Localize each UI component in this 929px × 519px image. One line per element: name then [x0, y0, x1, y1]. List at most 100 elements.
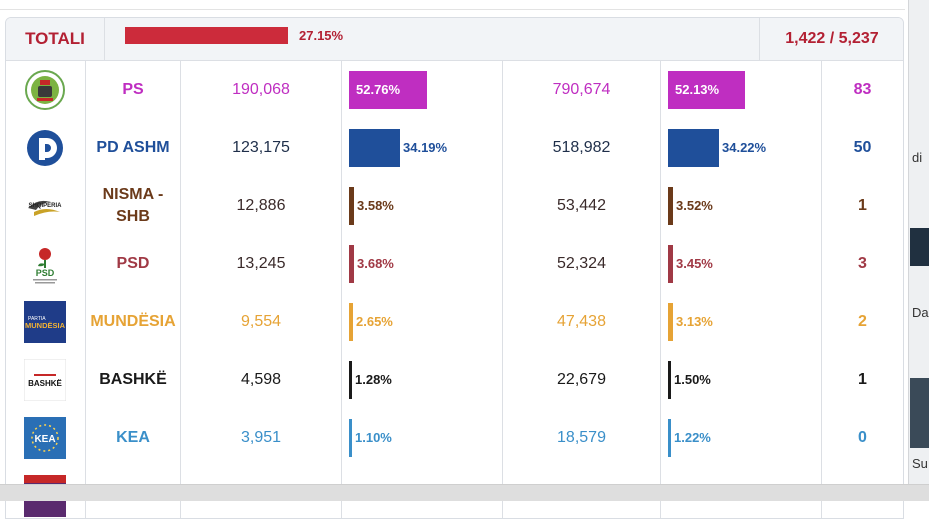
votes2-cell: 52,324 [503, 235, 661, 293]
totals-label: TOTALI [6, 18, 105, 60]
percent-label-2: 1.50% [674, 372, 711, 387]
party-name: NISMA - SHB [102, 186, 164, 225]
name-cell: PSD [86, 235, 181, 293]
percent2-cell: 3.52% [661, 177, 822, 235]
percent2-cell: 52.13% [661, 61, 822, 119]
party-row[interactable]: PSD PSD 13,245 3.68% 52,324 3.45% 3 [6, 235, 903, 294]
percent-cell: 2.65% [342, 293, 503, 351]
percent-bar-2 [668, 71, 745, 109]
percent-label: 1.10% [355, 430, 392, 445]
votes-cell: 3,951 [181, 409, 342, 467]
percent2-cell: 3.13% [661, 293, 822, 351]
logo-cell [6, 61, 86, 119]
seats-cell: 50 [822, 119, 903, 177]
percent-label: 34.19% [403, 140, 448, 155]
party-votes-2: 518,982 [552, 139, 611, 156]
party-name: BASHKË [99, 371, 167, 388]
votes-cell: 9,554 [181, 293, 342, 351]
percent-cell: 3.68% [342, 235, 503, 293]
top-divider [0, 9, 905, 10]
percent-label-2: 3.13% [676, 314, 713, 329]
party-row[interactable]: PS 190,068 52.76% 790,674 52.13% 83 [6, 61, 903, 120]
totals-percent: 27.15% [299, 28, 344, 43]
percent2-cell: 34.22% [661, 119, 822, 177]
logo-cell [6, 119, 86, 177]
party-row[interactable]: PARTIA MUNDËSIA MUNDËSIA 9,554 2.65% 47,… [6, 293, 903, 352]
percent-label: 3.58% [357, 198, 394, 213]
party-seats: 2 [858, 313, 867, 330]
party-votes: 190,068 [232, 81, 290, 98]
logo-cell: BASHKË [6, 351, 86, 409]
name-cell: NISMA - SHB [86, 177, 181, 235]
party-row[interactable]: SHQIPËRIA NISMA - SHB 12,886 3.58% 53,44… [6, 177, 903, 236]
percent-label: 52.76% [356, 82, 401, 97]
party-votes-2: 790,674 [552, 81, 611, 98]
votes2-cell: 22,679 [503, 351, 661, 409]
percent-cell: 52.76% [342, 61, 503, 119]
votes2-cell: 18,579 [503, 409, 661, 467]
background-page-strip[interactable]: di Da Su [908, 0, 929, 500]
logo-cell: SHQIPËRIA [6, 177, 86, 235]
party-seats: 1 [858, 197, 867, 214]
name-cell: KEA [86, 409, 181, 467]
votes2-cell: 518,982 [503, 119, 661, 177]
percent-label: 2.65% [356, 314, 393, 329]
party-name: MUNDËSIA [90, 313, 176, 330]
party-row[interactable]: BASHKË BASHKË 4,598 1.28% 22,679 1.50% 1 [6, 351, 903, 410]
party-seats: 0 [858, 429, 867, 446]
party-votes-2: 47,438 [557, 313, 606, 330]
percent-cell: 3.58% [342, 177, 503, 235]
party-votes-2: 18,579 [557, 429, 606, 446]
svg-text:PARTIA: PARTIA [28, 316, 46, 322]
percent-bar-2 [668, 303, 673, 341]
percent-cell: 1.28% [342, 351, 503, 409]
percent2-cell: 1.22% [661, 409, 822, 467]
seats-cell: 2 [822, 293, 903, 351]
party-seats: 1 [858, 371, 867, 388]
percent-label-2: 3.52% [676, 198, 713, 213]
seats-cell: 0 [822, 409, 903, 467]
ps-logo-icon [24, 69, 66, 111]
logo-cell: PSD [6, 235, 86, 293]
votes-cell: 13,245 [181, 235, 342, 293]
votes2-cell: 47,438 [503, 293, 661, 351]
percent-label-2: 34.22% [722, 140, 767, 155]
votes2-cell: 53,442 [503, 177, 661, 235]
votes-cell: 12,886 [181, 177, 342, 235]
party-row[interactable]: KEA KEA 3,951 1.10% 18,579 1.22% 0 [6, 409, 903, 468]
party-votes: 4,598 [240, 371, 282, 388]
totals-progress-bar [125, 27, 288, 44]
votes2-cell: 790,674 [503, 61, 661, 119]
percent-bar-2 [668, 129, 719, 167]
strip-text: Su [912, 456, 928, 471]
percent2-cell: 1.50% [661, 351, 822, 409]
percent-label-2: 3.45% [676, 256, 713, 271]
percent2-cell: 3.45% [661, 235, 822, 293]
seats-cell: 1 [822, 177, 903, 235]
psd-logo-icon: PSD [24, 243, 66, 285]
party-name: PD ASHM [96, 139, 170, 156]
percent-label-2: 52.13% [675, 82, 720, 97]
mundesia-logo-icon: PARTIA MUNDËSIA [24, 301, 66, 343]
party-seats: 50 [853, 139, 872, 156]
svg-text:KEA: KEA [34, 434, 55, 445]
party-name: PS [122, 81, 144, 98]
name-cell: MUNDËSIA [86, 293, 181, 351]
percent-bar-2 [668, 419, 671, 457]
percent-bar-2 [668, 245, 673, 283]
percent-bar-2 [668, 187, 673, 225]
logo-cell: KEA [6, 409, 86, 467]
pd-logo-icon [24, 127, 66, 169]
percent-bar [349, 303, 353, 341]
seats-cell: 3 [822, 235, 903, 293]
window-bottom-edge [0, 484, 929, 501]
name-cell: PD ASHM [86, 119, 181, 177]
bashke-logo-icon: BASHKË [24, 359, 66, 401]
votes-cell: 4,598 [181, 351, 342, 409]
party-row[interactable]: PD ASHM 123,175 34.19% 518,982 34.22% 50 [6, 119, 903, 178]
party-name: PSD [116, 255, 150, 272]
party-votes-2: 52,324 [557, 255, 606, 272]
name-cell: PS [86, 61, 181, 119]
strip-text: Da [912, 305, 929, 320]
strip-thumbnail [910, 228, 929, 266]
